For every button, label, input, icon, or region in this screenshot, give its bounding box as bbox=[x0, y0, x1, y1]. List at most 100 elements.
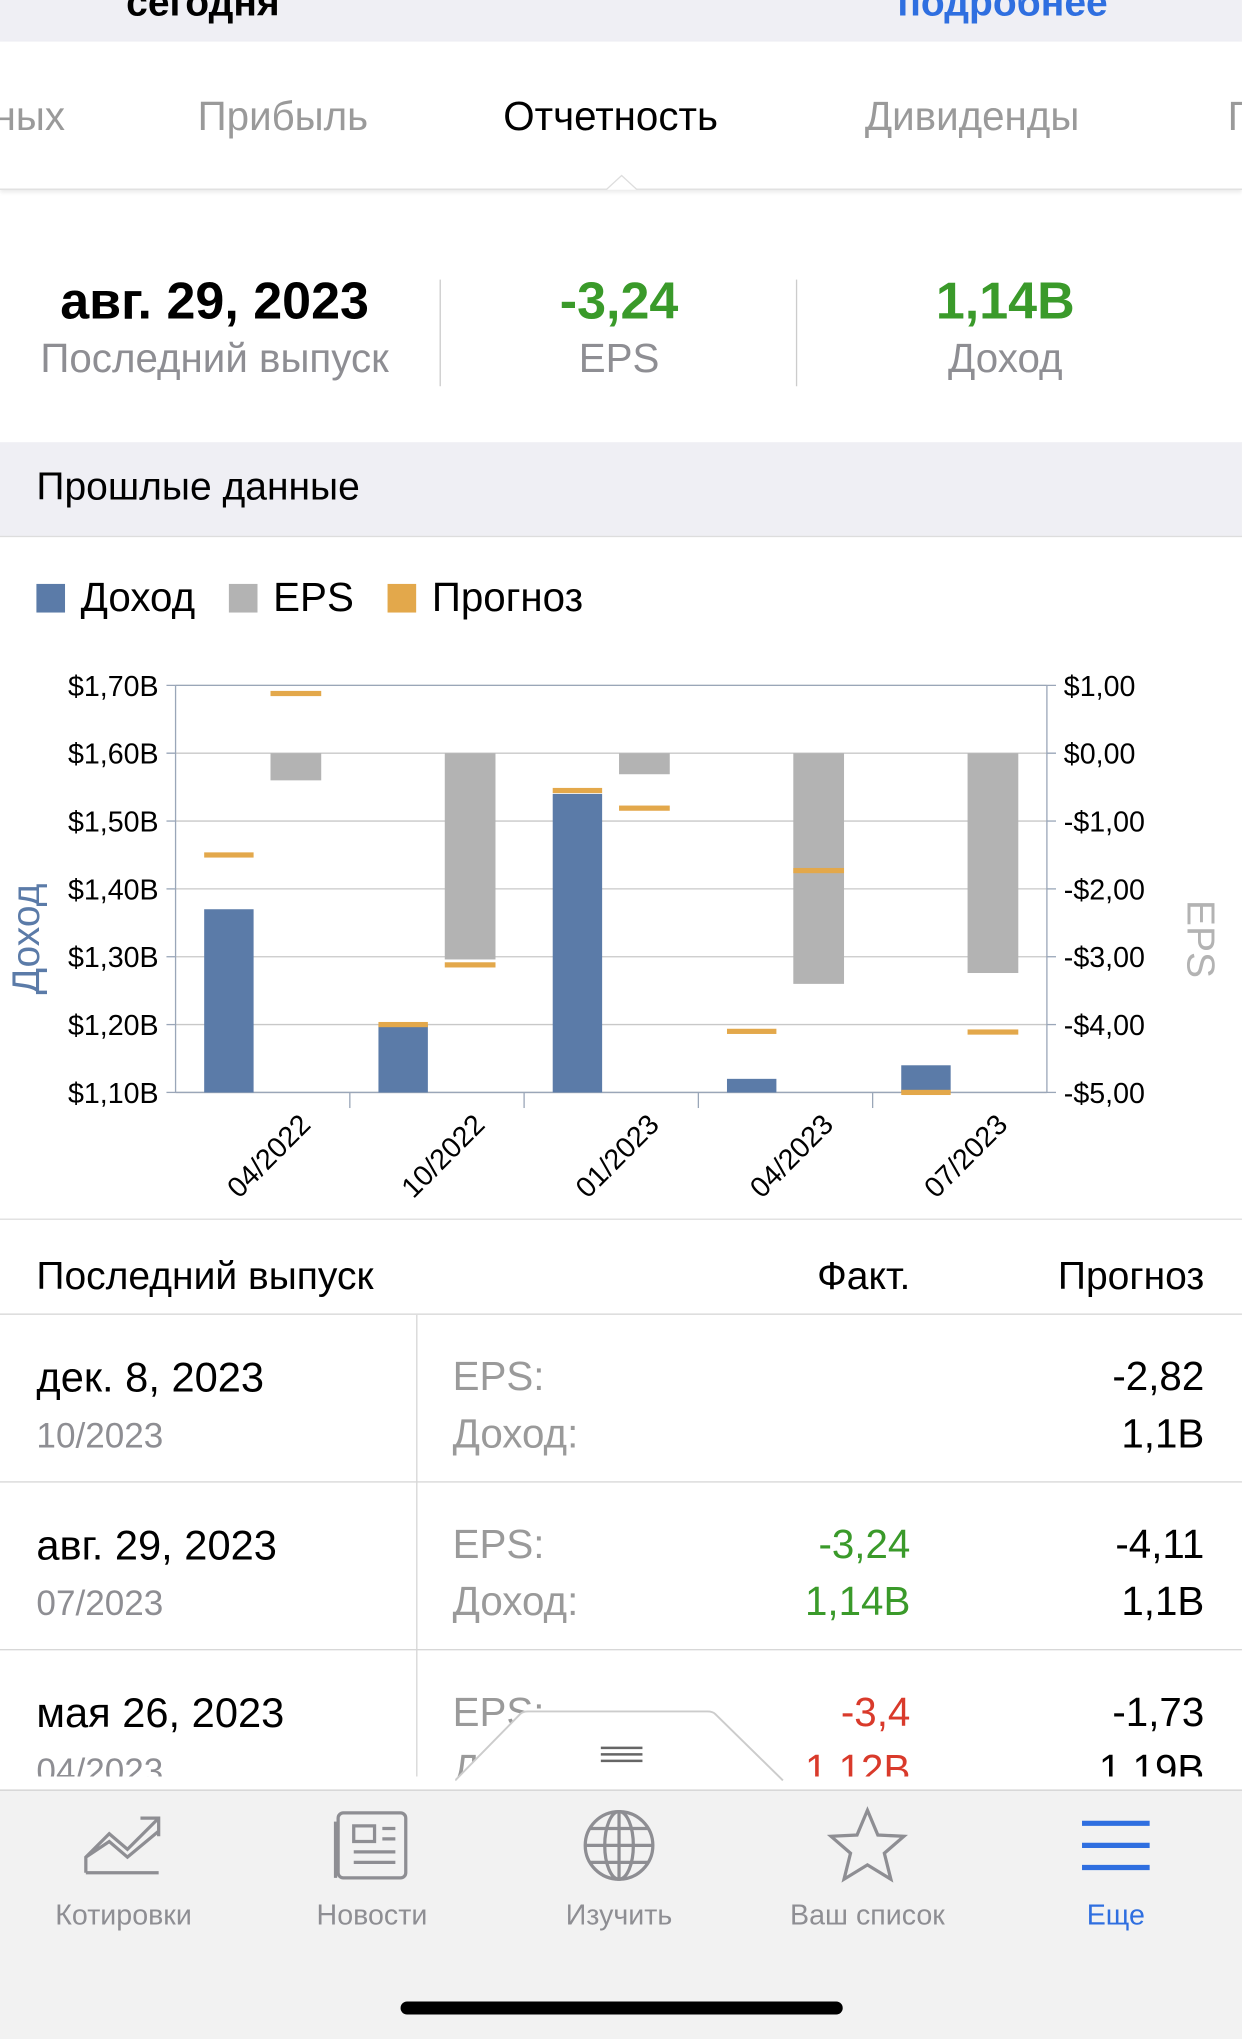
row-forecast: 1,1B bbox=[1121, 1411, 1205, 1457]
x-tick-label: 04/2023 bbox=[744, 1109, 840, 1205]
revenue-bar bbox=[378, 1024, 428, 1093]
revenue-forecast bbox=[901, 1089, 951, 1096]
y2-tick-label: -$2,00 bbox=[1064, 874, 1145, 906]
y-tick-label: $1,30B bbox=[68, 942, 159, 974]
icon-watchlist bbox=[826, 1806, 908, 1883]
summary-label: Последний выпуск bbox=[40, 335, 389, 382]
tab-bar-item[interactable]: Ваш список bbox=[790, 1898, 945, 1932]
y-tick-label: $1,20B bbox=[68, 1010, 159, 1042]
tab-bar-item[interactable]: Котировки bbox=[55, 1898, 192, 1932]
row-actual: -3,4 bbox=[840, 1689, 911, 1735]
revenue-forecast bbox=[378, 1021, 428, 1028]
summary-value: 1,14B bbox=[935, 273, 1075, 331]
y-axis-title: Доход bbox=[5, 883, 48, 994]
eps-bar bbox=[967, 753, 1019, 974]
eps-bar bbox=[270, 753, 322, 781]
tab[interactable]: Г bbox=[1228, 94, 1242, 141]
y2-tick-label: -$4,00 bbox=[1064, 1010, 1145, 1042]
row-period: 07/2023 bbox=[36, 1584, 164, 1624]
y-tick-label: $1,70B bbox=[68, 671, 159, 703]
eps-forecast bbox=[967, 1029, 1019, 1035]
y2-tick-label: -$5,00 bbox=[1064, 1078, 1145, 1110]
y-tick-label: $1,40B bbox=[68, 874, 159, 906]
revenue-bar bbox=[552, 793, 603, 1093]
legend-swatch bbox=[387, 583, 417, 613]
row-forecast: -2,82 bbox=[1112, 1353, 1205, 1400]
tab[interactable]: Дивиденды bbox=[864, 93, 1080, 140]
tab[interactable]: Прибыль bbox=[197, 93, 369, 140]
eps-forecast bbox=[619, 805, 670, 811]
y-tick-label: $1,10B bbox=[68, 1078, 159, 1110]
tab-bar-item[interactable]: Еще bbox=[1086, 1898, 1145, 1932]
icon-more bbox=[1082, 1820, 1150, 1871]
row-actual: -3,24 bbox=[818, 1521, 911, 1568]
row-period: 10/2023 bbox=[36, 1416, 164, 1456]
summary-label: EPS bbox=[578, 335, 660, 382]
revenue-bar bbox=[901, 1065, 951, 1093]
row-date: мая 26, 2023 bbox=[36, 1689, 285, 1737]
tab-bar-item[interactable]: Новости bbox=[316, 1898, 428, 1932]
row-label: EPS: bbox=[452, 1353, 545, 1400]
summary-label: Доход bbox=[948, 335, 1063, 382]
y-tick-label: $1,50B bbox=[68, 806, 159, 838]
row-label: Доход: bbox=[452, 1411, 579, 1457]
revenue-forecast bbox=[552, 787, 603, 794]
separator bbox=[0, 1313, 1242, 1315]
row-forecast: -4,11 bbox=[1115, 1521, 1205, 1568]
tab[interactable]: Отчетность bbox=[503, 93, 718, 140]
section-title: Прошлые данные bbox=[36, 465, 360, 509]
row-period: 04/2023 bbox=[36, 1751, 164, 1777]
table: дек. 8, 2023 10/2023 EPS: -2,82 Доход: 1,1B ав… bbox=[0, 1314, 1242, 1777]
eps-forecast bbox=[444, 962, 496, 968]
row-date: дек. 8, 2023 bbox=[36, 1353, 265, 1401]
row-forecast: 1,1B bbox=[1121, 1578, 1205, 1625]
table-header: Факт. bbox=[817, 1254, 911, 1298]
tab[interactable]: ных bbox=[0, 93, 66, 140]
revenue-forecast bbox=[204, 852, 254, 858]
divider bbox=[795, 279, 798, 387]
y2-tick-label: $1,00 bbox=[1064, 671, 1136, 703]
legend-label: Доход bbox=[80, 574, 196, 621]
tab-bar-item[interactable]: Изучить bbox=[565, 1898, 673, 1932]
table-row[interactable]: дек. 8, 2023 10/2023 EPS: -2,82 Доход: 1,1B bbox=[0, 1315, 1242, 1483]
x-tick-label: 04/2022 bbox=[221, 1109, 317, 1205]
header-link[interactable]: подробнее bbox=[897, 0, 1108, 25]
x-tick-label: 01/2023 bbox=[570, 1109, 666, 1205]
table-row[interactable]: авг. 29, 2023 07/2023 EPS: -3,24 -4,11 Доход:… bbox=[0, 1483, 1242, 1651]
revenue-bar bbox=[726, 1078, 777, 1093]
row-actual: 1,12B bbox=[804, 1746, 911, 1777]
y2-tick-label: $0,00 bbox=[1064, 739, 1136, 771]
row-forecast: 1,19B bbox=[1098, 1746, 1205, 1777]
row-date: авг. 29, 2023 bbox=[36, 1521, 277, 1569]
y2-tick-label: -$3,00 bbox=[1064, 942, 1145, 974]
x-tick-label: 07/2023 bbox=[918, 1109, 1014, 1205]
eps-forecast bbox=[270, 690, 322, 697]
home-indicator bbox=[400, 2001, 843, 2015]
table-header: Последний выпуск bbox=[36, 1254, 374, 1298]
tab-row: ных Прибыль Отчетность Дивиденды Г bbox=[0, 42, 1242, 190]
legend-label: Прогноз bbox=[431, 574, 584, 621]
legend: Доход EPS Прогноз bbox=[36, 575, 583, 622]
revenue-bar bbox=[204, 909, 254, 1093]
eps-forecast bbox=[793, 867, 845, 874]
revenue-forecast bbox=[726, 1028, 777, 1034]
tab-caret bbox=[606, 174, 638, 190]
row-label: Доход: bbox=[452, 1578, 579, 1625]
summary-value: -3,24 bbox=[559, 273, 679, 331]
table-header: Прогноз bbox=[1057, 1254, 1205, 1298]
drawer-handle[interactable] bbox=[455, 1709, 787, 1782]
x-tick-label: 10/2022 bbox=[396, 1109, 492, 1205]
row-label: EPS: bbox=[452, 1521, 545, 1568]
header-left: сегодня bbox=[126, 0, 280, 25]
row-forecast: -1,73 bbox=[1112, 1689, 1205, 1735]
top-strip: сегодня подробнее bbox=[0, 0, 1242, 42]
divider bbox=[439, 279, 441, 387]
legend-swatch bbox=[228, 583, 258, 613]
legend-swatch bbox=[36, 583, 66, 613]
tab-icons bbox=[84, 1806, 1150, 1883]
y-tick-label: $1,60B bbox=[68, 739, 159, 771]
summary-value: авг. 29, 2023 bbox=[60, 273, 369, 331]
icon-quotes bbox=[84, 1816, 161, 1875]
legend-label: EPS bbox=[273, 574, 354, 621]
